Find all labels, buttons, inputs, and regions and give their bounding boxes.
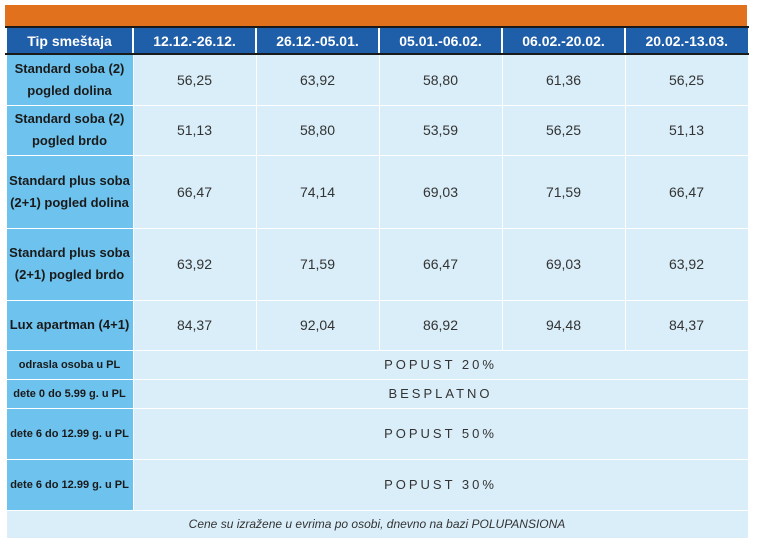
price-cell: 74,14 [255, 154, 380, 229]
header-period: 20.02.-13.03. [624, 26, 749, 55]
discount-label: dete 6 do 12.99 g. u PL [5, 458, 134, 511]
price-table: Tip smeštaja 12.12.-26.12. 26.12.-05.01.… [5, 26, 749, 539]
table-row: Lux apartman (4+1) 84,37 92,04 86,92 94,… [5, 299, 749, 351]
price-cell: 84,37 [132, 299, 257, 351]
price-table-container: Tip smeštaja 12.12.-26.12. 26.12.-05.01.… [5, 5, 749, 539]
price-cell: 53,59 [378, 104, 503, 156]
discount-label: dete 0 do 5.99 g. u PL [5, 378, 134, 409]
price-cell: 63,92 [132, 227, 257, 301]
price-cell: 56,25 [501, 104, 626, 156]
discount-row: dete 6 do 12.99 g. u PL POPUST 50% [5, 407, 749, 460]
discount-row: odrasla osoba u PL POPUST 20% [5, 349, 749, 380]
price-cell: 51,13 [132, 104, 257, 156]
header-row: Tip smeštaja 12.12.-26.12. 26.12.-05.01.… [5, 26, 749, 55]
footnote-row: Cene su izražene u evrima po osobi, dnev… [5, 509, 749, 539]
table-row: Standard soba (2) pogled dolina 56,25 63… [5, 53, 749, 106]
price-cell: 56,25 [624, 53, 749, 106]
price-cell: 51,13 [624, 104, 749, 156]
price-cell: 69,03 [378, 154, 503, 229]
header-room-type: Tip smeštaja [5, 26, 134, 55]
price-cell: 63,92 [624, 227, 749, 301]
table-row: Standard plus soba (2+1) pogled dolina 6… [5, 154, 749, 229]
price-cell: 69,03 [501, 227, 626, 301]
price-cell: 94,48 [501, 299, 626, 351]
price-cell: 84,37 [624, 299, 749, 351]
room-type-label: Standard soba (2) pogled brdo [5, 104, 134, 156]
discount-value: POPUST 30% [132, 458, 749, 511]
discount-value: POPUST 20% [132, 349, 749, 380]
price-cell: 58,80 [378, 53, 503, 106]
table-row: Standard plus soba (2+1) pogled brdo 63,… [5, 227, 749, 301]
price-cell: 92,04 [255, 299, 380, 351]
price-cell: 66,47 [378, 227, 503, 301]
header-period: 05.01.-06.02. [378, 26, 503, 55]
header-period: 12.12.-26.12. [132, 26, 257, 55]
price-cell: 66,47 [624, 154, 749, 229]
price-cell: 58,80 [255, 104, 380, 156]
room-type-label: Lux apartman (4+1) [5, 299, 134, 351]
header-period: 26.12.-05.01. [255, 26, 380, 55]
price-cell: 61,36 [501, 53, 626, 106]
discount-row: dete 0 do 5.99 g. u PL BESPLATNO [5, 378, 749, 409]
discount-row: dete 6 do 12.99 g. u PL POPUST 30% [5, 458, 749, 511]
room-type-label: Standard soba (2) pogled dolina [5, 53, 134, 106]
discount-label: dete 6 do 12.99 g. u PL [5, 407, 134, 460]
room-type-label: Standard plus soba (2+1) pogled brdo [5, 227, 134, 301]
price-cell: 71,59 [255, 227, 380, 301]
price-cell: 71,59 [501, 154, 626, 229]
header-period: 06.02.-20.02. [501, 26, 626, 55]
price-cell: 56,25 [132, 53, 257, 106]
price-cell: 66,47 [132, 154, 257, 229]
room-type-label: Standard plus soba (2+1) pogled dolina [5, 154, 134, 229]
table-row: Standard soba (2) pogled brdo 51,13 58,8… [5, 104, 749, 156]
discount-label: odrasla osoba u PL [5, 349, 134, 380]
price-cell: 63,92 [255, 53, 380, 106]
accent-bar [5, 5, 747, 26]
discount-value: POPUST 50% [132, 407, 749, 460]
discount-value: BESPLATNO [132, 378, 749, 409]
footnote: Cene su izražene u evrima po osobi, dnev… [5, 509, 749, 539]
price-cell: 86,92 [378, 299, 503, 351]
